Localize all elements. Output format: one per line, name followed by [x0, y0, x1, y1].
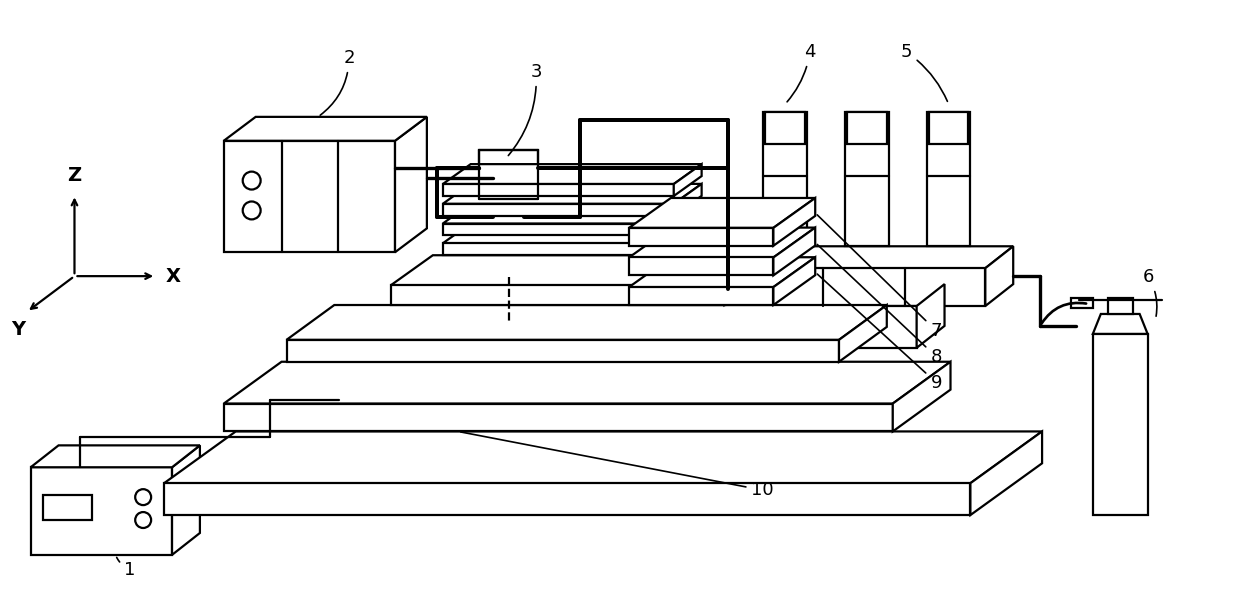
- Polygon shape: [839, 305, 887, 362]
- Bar: [223, 403, 893, 432]
- Bar: [926, 112, 971, 246]
- Bar: [1107, 298, 1132, 314]
- Polygon shape: [893, 362, 951, 432]
- Bar: [1071, 298, 1092, 308]
- Polygon shape: [443, 223, 702, 243]
- Bar: [443, 223, 673, 236]
- Polygon shape: [774, 228, 815, 276]
- Polygon shape: [629, 228, 815, 257]
- Bar: [844, 112, 889, 246]
- Polygon shape: [223, 117, 427, 141]
- Polygon shape: [742, 246, 1013, 268]
- Bar: [629, 287, 774, 305]
- Polygon shape: [673, 184, 702, 216]
- Text: 6: 6: [1142, 268, 1157, 316]
- Bar: [847, 112, 887, 144]
- Text: 2: 2: [320, 49, 355, 115]
- Text: 8: 8: [817, 244, 942, 366]
- Bar: [742, 268, 986, 306]
- Text: 1: 1: [117, 558, 135, 579]
- Text: X: X: [166, 266, 181, 286]
- Polygon shape: [673, 204, 702, 236]
- Text: 9: 9: [817, 274, 942, 392]
- Bar: [765, 112, 805, 144]
- Polygon shape: [971, 432, 1042, 515]
- Polygon shape: [986, 246, 1013, 306]
- Polygon shape: [391, 255, 766, 285]
- Bar: [443, 204, 673, 216]
- Polygon shape: [673, 164, 702, 196]
- Polygon shape: [31, 445, 200, 467]
- Bar: [810, 306, 916, 348]
- Polygon shape: [396, 117, 427, 252]
- Polygon shape: [724, 255, 766, 305]
- Text: Z: Z: [67, 166, 82, 185]
- Polygon shape: [501, 257, 517, 277]
- Polygon shape: [164, 432, 1042, 483]
- Bar: [764, 112, 807, 246]
- Polygon shape: [774, 257, 815, 305]
- Polygon shape: [673, 223, 702, 255]
- Bar: [164, 483, 971, 515]
- Bar: [1092, 334, 1147, 515]
- Polygon shape: [286, 305, 887, 340]
- Polygon shape: [443, 184, 702, 204]
- Bar: [629, 228, 774, 246]
- Bar: [31, 467, 172, 555]
- Bar: [443, 184, 673, 196]
- Polygon shape: [629, 257, 815, 287]
- Bar: [391, 285, 724, 305]
- Polygon shape: [443, 204, 702, 223]
- Polygon shape: [1092, 314, 1147, 334]
- Text: 7: 7: [817, 215, 942, 340]
- Bar: [629, 257, 774, 276]
- Text: 3: 3: [508, 63, 542, 155]
- Polygon shape: [443, 164, 702, 184]
- Text: Y: Y: [11, 320, 26, 339]
- Text: 10: 10: [461, 432, 774, 499]
- Polygon shape: [916, 284, 945, 348]
- Polygon shape: [172, 445, 200, 555]
- Bar: [286, 340, 839, 362]
- Polygon shape: [223, 362, 951, 403]
- Polygon shape: [774, 198, 815, 246]
- Bar: [223, 141, 396, 252]
- Bar: [479, 150, 538, 200]
- Bar: [42, 495, 93, 520]
- Text: 5: 5: [900, 43, 947, 101]
- Polygon shape: [479, 200, 538, 231]
- Text: 4: 4: [787, 43, 816, 102]
- Polygon shape: [492, 231, 525, 257]
- Bar: [443, 243, 673, 255]
- Polygon shape: [629, 198, 815, 228]
- Bar: [929, 112, 968, 144]
